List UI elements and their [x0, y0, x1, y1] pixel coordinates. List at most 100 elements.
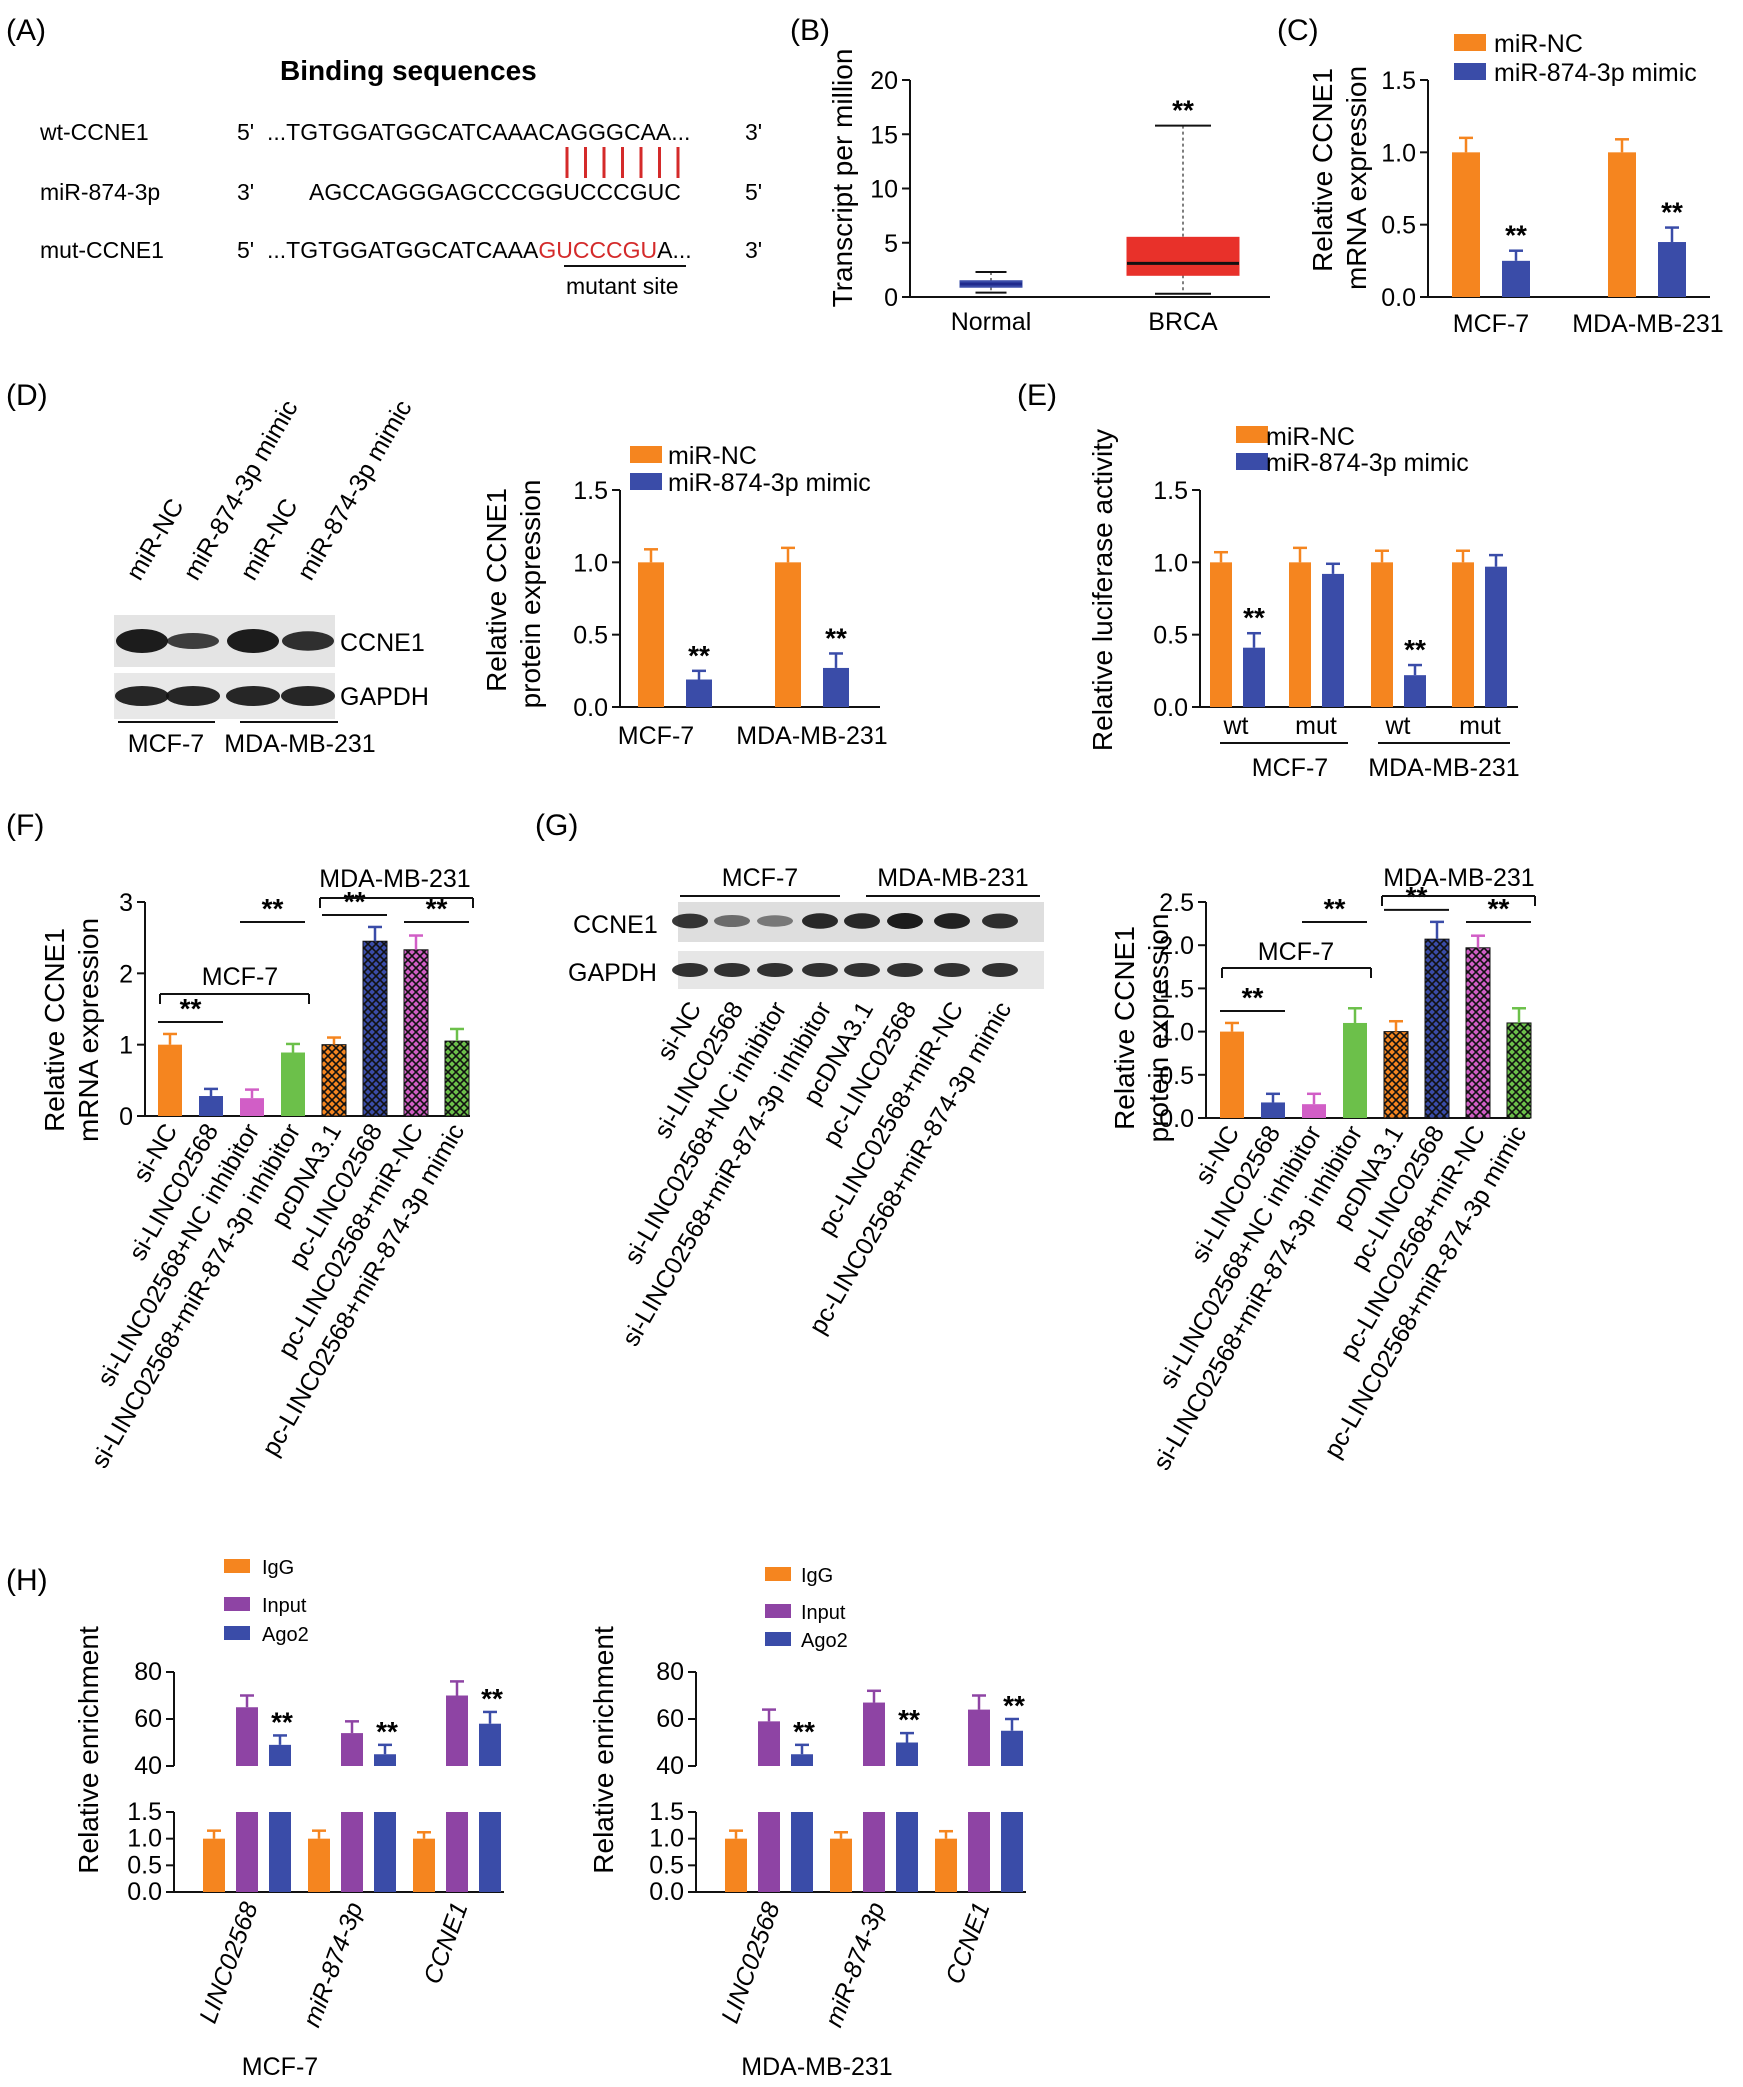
bar-mir-nc — [1608, 152, 1636, 297]
bar-ago2-upper — [1001, 1730, 1023, 1766]
bar-ago2-lower — [791, 1812, 813, 1892]
chart-h-mda: 0.00.51.01.5 40 60 80 ** LINC02568 ** miR-874-3… — [649, 1658, 1026, 2031]
chart-g-ytick-label: 1.5 — [1159, 975, 1194, 1003]
significance-mark: ** — [1404, 634, 1426, 665]
seq-row-mir-left-end: 3' — [237, 179, 254, 205]
panel-c: (C) Relative CCNE1 mRNA expression miR-N… — [1277, 14, 1724, 338]
chart-f-ytick-label: 1 — [119, 1032, 133, 1060]
seq-row-mir-right-end: 5' — [745, 179, 762, 205]
bar-3 — [1302, 1104, 1326, 1118]
chart-h-ytick-label: 1.0 — [127, 1825, 162, 1853]
seq-row-wt-right-end: 3' — [745, 119, 762, 145]
bar-ago2-lower — [269, 1812, 291, 1892]
chart-g-ytick-label: 0.5 — [1159, 1062, 1194, 1090]
chart-e-ytick-label: 0.0 — [1153, 694, 1188, 722]
significance-mark: ** — [262, 893, 284, 924]
chart-g-ytick-label: 2.5 — [1159, 889, 1194, 917]
blot-g-ccne1-band — [802, 913, 838, 929]
blot-g-gapdh-band — [934, 963, 970, 977]
significance-mark: ** — [688, 640, 710, 671]
blot-d-lane-4: miR-874-3p mimic — [292, 395, 418, 585]
blot-d-bands — [115, 629, 335, 706]
category-label: LINC02568 — [194, 1898, 264, 2027]
bar-mir-nc — [1210, 562, 1232, 707]
blot-d-gapdh-band — [226, 686, 280, 706]
blot-g-row-ccne1: CCNE1 — [573, 911, 658, 939]
bar-igg — [830, 1838, 852, 1892]
legend-label-input: Input — [801, 1602, 846, 1624]
bar-input-upper — [863, 1702, 885, 1766]
chart-g-ytick-label: 2.0 — [1159, 932, 1194, 960]
panel-f-group-mcf7: MCF-7 — [202, 963, 278, 991]
bar-ago2-upper — [791, 1754, 813, 1766]
legend-label-ago2: Ago2 — [262, 1624, 309, 1646]
chart-h-ytick-label: 40 — [656, 1752, 684, 1780]
legend-swatch-mimic — [630, 473, 662, 490]
bar-2 — [1261, 1102, 1285, 1118]
chart-h-ytick-label: 80 — [656, 1658, 684, 1686]
bar-input-upper — [236, 1707, 258, 1766]
bar-input-lower — [341, 1812, 363, 1892]
blot-d-ccne1-band — [167, 633, 219, 649]
panel-e-sub-3: wt — [1385, 712, 1411, 740]
category-label: LINC02568 — [716, 1898, 786, 2027]
blot-d-ccne1-band — [116, 629, 168, 653]
significance-mark: ** — [793, 1716, 815, 1747]
chart-g-ytick-label: 1.0 — [1159, 1019, 1194, 1047]
significance-mark: ** — [1003, 1690, 1025, 1721]
bar-5 — [1383, 1031, 1409, 1119]
chart-d: 0.0 0.5 1.0 1.5 ** ** — [573, 477, 880, 722]
seq-row-wt-name: wt-CCNE1 — [39, 119, 149, 145]
panel-label-a: (A) — [6, 14, 46, 47]
bar-mir-nc — [1452, 152, 1480, 297]
chart-e: 0.0 0.5 1.0 1.5 ** ** — [1153, 477, 1518, 722]
bar-input-lower — [863, 1812, 885, 1892]
seq-mut-prefix: ...TGTGGATGGCATCAAA — [267, 237, 539, 263]
blot-d-row-ccne1: CCNE1 — [340, 629, 425, 657]
chart-b-ytick-label: 10 — [870, 176, 898, 204]
chart-h-ytick-label: 40 — [134, 1752, 162, 1780]
blot-g-ccne1-band — [757, 915, 793, 927]
blot-g-ccne1-band — [934, 913, 970, 929]
category-label: CCNE1 — [940, 1898, 995, 1987]
blot-d-row-gapdh: GAPDH — [340, 683, 429, 711]
bar-8 — [444, 1040, 470, 1117]
chart-h-mcf7: 0.00.51.01.5 40 60 80 ** LINC02568 ** miR-874-3… — [127, 1658, 504, 2031]
panel-c-category-mcf7: MCF-7 — [1453, 310, 1529, 338]
legend-label-igg: IgG — [801, 1565, 833, 1587]
blot-g-gapdh-band — [802, 963, 838, 977]
blot-g-ccne1-band — [982, 913, 1018, 929]
panel-d-ylabel-line1: Relative CCNE1 — [481, 488, 512, 692]
bar-igg — [203, 1838, 225, 1892]
panel-h-right-ylabel: Relative enrichment — [588, 1626, 619, 1874]
bar-mir-nc — [1452, 562, 1474, 707]
chart-g-ytick-label: 0.0 — [1159, 1105, 1194, 1133]
legend-label-mir-nc: miR-NC — [668, 442, 757, 470]
bar-6 — [1424, 938, 1450, 1119]
panel-h-left-cell-line: MCF-7 — [242, 2053, 318, 2081]
bar-1 — [158, 1044, 182, 1116]
seq-row-wt-left-end: 5' — [237, 119, 254, 145]
blot-d-lane-2: miR-874-3p mimic — [178, 395, 304, 585]
panel-e-sub-1: wt — [1223, 712, 1249, 740]
bar-mir-874-3p-mimic — [1243, 647, 1265, 707]
panel-h-left-ylabel: Relative enrichment — [73, 1626, 104, 1874]
significance-mark: ** — [898, 1704, 920, 1735]
significance-mark: ** — [481, 1683, 503, 1714]
chart-d-ytick-label: 1.0 — [573, 549, 608, 577]
blot-d-group-mda: MDA-MB-231 — [224, 730, 375, 758]
bar-2 — [199, 1096, 223, 1116]
panel-c-category-mda: MDA-MB-231 — [1572, 310, 1723, 338]
chart-h-ytick-label: 60 — [656, 1705, 684, 1733]
chart-c-ytick-label: 1.0 — [1381, 139, 1416, 167]
blot-g-group-mcf7: MCF-7 — [722, 864, 798, 892]
chart-c: 0.0 0.5 1.0 1.5 ** ** — [1381, 67, 1710, 312]
panel-g-group-mda: MDA-MB-231 — [1383, 864, 1534, 892]
seq-row-mut-left-end: 5' — [237, 237, 254, 263]
legend-swatch-input — [765, 1604, 791, 1618]
legend-swatch-ago2 — [765, 1632, 791, 1646]
legend-swatch-input — [224, 1597, 250, 1611]
panel-h-right-cell-line: MDA-MB-231 — [741, 2053, 892, 2081]
legend-label-mir-nc: miR-NC — [1266, 423, 1355, 451]
